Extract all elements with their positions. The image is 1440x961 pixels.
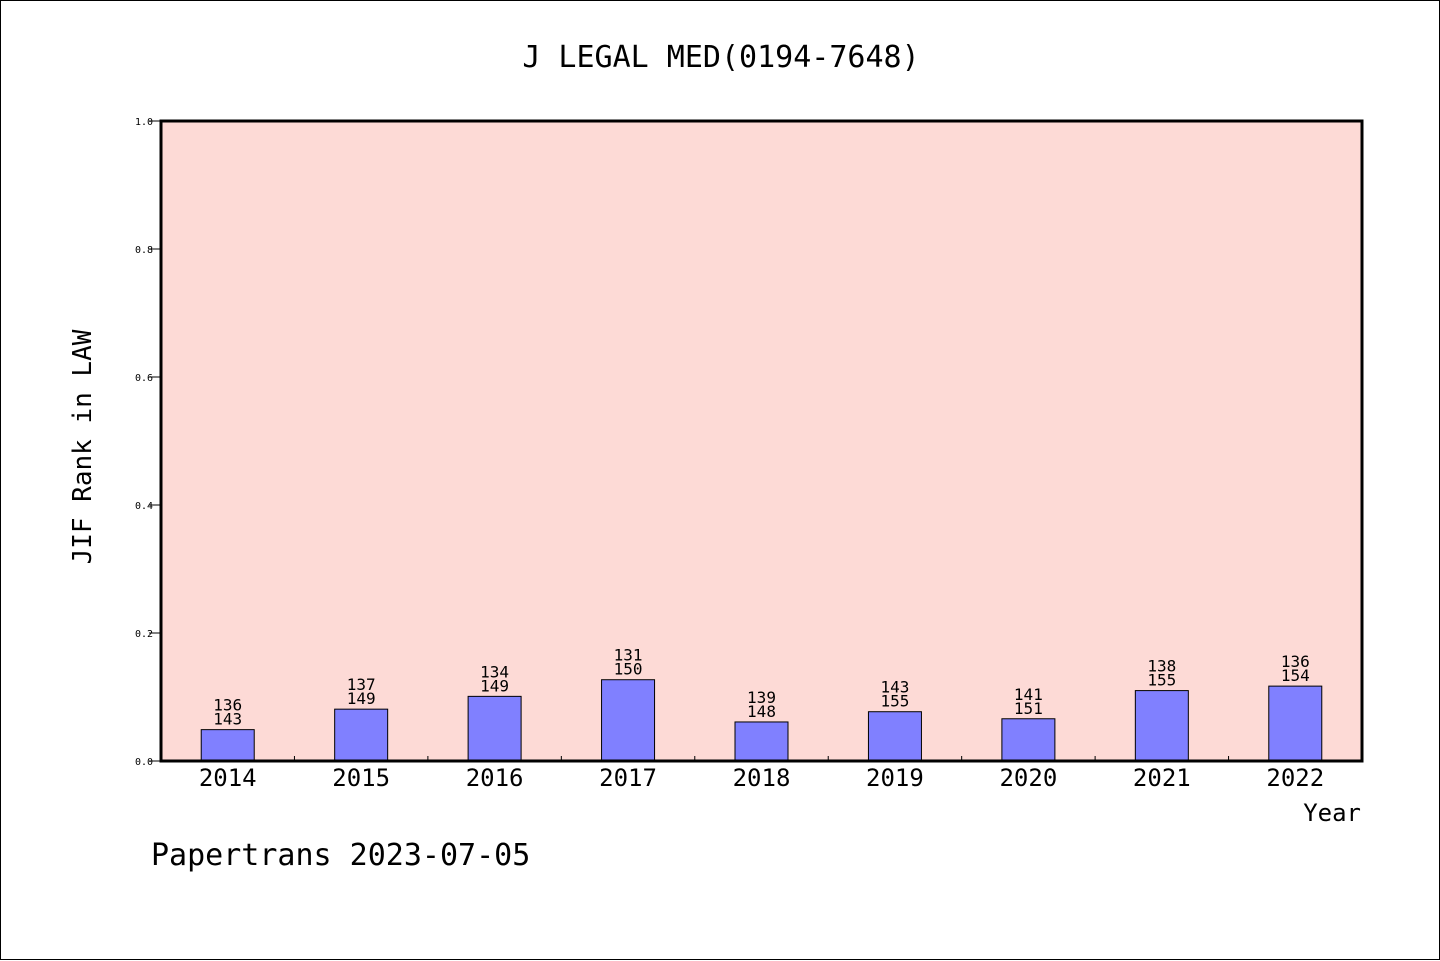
bar-label-total: 151 bbox=[1014, 699, 1043, 718]
bar-label-total: 148 bbox=[747, 702, 776, 721]
x-tick-label: 2020 bbox=[999, 764, 1057, 792]
x-tick-label: 2015 bbox=[332, 764, 390, 792]
bar-label-rank: 143 bbox=[880, 678, 909, 697]
y-tick-label: 0.2 bbox=[135, 629, 153, 640]
x-tick-label: 2018 bbox=[733, 764, 791, 792]
bar-label-total: 149 bbox=[347, 689, 376, 708]
x-tick-label: 2017 bbox=[599, 764, 657, 792]
x-tick-label: 2014 bbox=[199, 764, 257, 792]
bar-label-total: 154 bbox=[1281, 666, 1310, 685]
y-tick-label: 0.0 bbox=[135, 757, 153, 768]
bar bbox=[1134, 690, 1189, 762]
plot-area bbox=[161, 121, 1362, 761]
bar bbox=[867, 711, 922, 762]
x-tick-label: 2022 bbox=[1266, 764, 1324, 792]
x-tick-label: 2016 bbox=[466, 764, 524, 792]
bar-label-total: 155 bbox=[880, 692, 909, 711]
bar-label-rank: 134 bbox=[480, 662, 509, 681]
y-tick-label: 0.8 bbox=[135, 245, 153, 256]
bar-label-total: 155 bbox=[1147, 671, 1176, 690]
bar-label-rank: 138 bbox=[1147, 657, 1176, 676]
plot-border bbox=[159, 119, 1364, 763]
y-tick-label: 0.4 bbox=[135, 501, 153, 512]
bar-label-rank: 139 bbox=[747, 688, 776, 707]
x-tick-label: 2019 bbox=[866, 764, 924, 792]
bar-label-rank: 137 bbox=[347, 675, 376, 694]
bar-label-total: 143 bbox=[213, 710, 242, 729]
x-tick-label: 2021 bbox=[1133, 764, 1191, 792]
bar-label-total: 149 bbox=[480, 676, 509, 695]
bar bbox=[1268, 685, 1323, 762]
bar-label-rank: 141 bbox=[1014, 685, 1043, 704]
bar-label-rank: 131 bbox=[614, 646, 643, 665]
bar bbox=[1001, 718, 1056, 762]
y-tick-label: 1.0 bbox=[135, 117, 153, 128]
bar bbox=[467, 695, 522, 762]
bar-label-total: 150 bbox=[614, 660, 643, 679]
bar bbox=[601, 679, 656, 762]
y-tick-label: 0.6 bbox=[135, 373, 153, 384]
footer-credit: Papertrans 2023-07-05 bbox=[151, 838, 530, 873]
bar-label-rank: 136 bbox=[1281, 652, 1310, 671]
chart-title: J LEGAL MED(0194-7648) bbox=[522, 40, 919, 75]
x-axis-label: Year bbox=[1303, 799, 1361, 827]
bar bbox=[334, 708, 389, 762]
bar-label-rank: 136 bbox=[213, 696, 242, 715]
bar bbox=[200, 729, 255, 762]
bar bbox=[734, 721, 789, 762]
y-axis-label: JIF Rank in LAW bbox=[68, 329, 98, 564]
